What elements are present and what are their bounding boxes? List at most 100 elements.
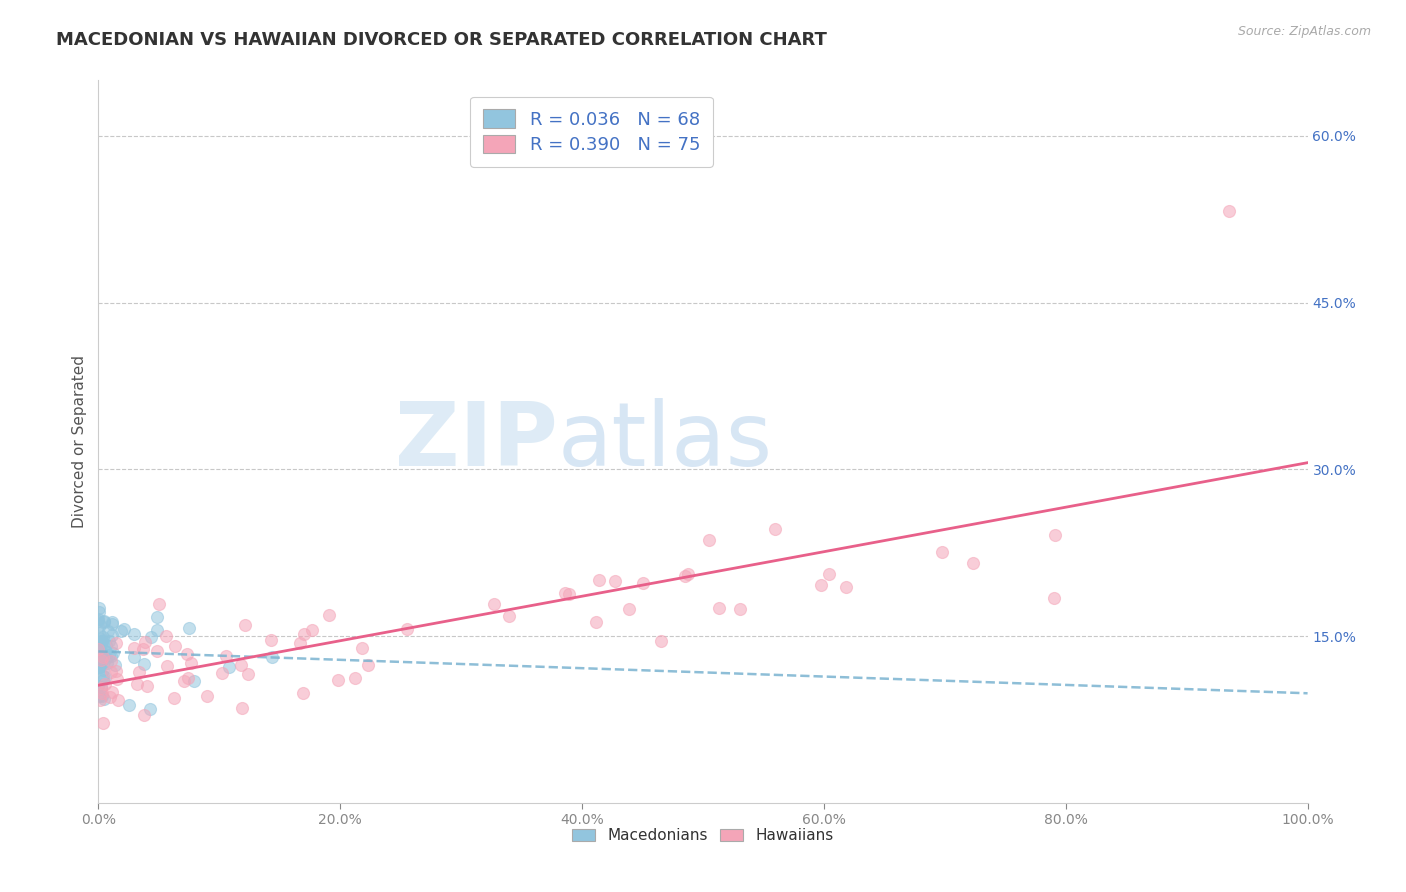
- Point: [588, 574, 610, 588]
- Point: [132, 642, 155, 657]
- Point: [87, 625, 110, 640]
- Point: [177, 621, 200, 635]
- Point: [94, 651, 117, 665]
- Point: [156, 659, 179, 673]
- Point: [350, 641, 373, 656]
- Point: [101, 685, 124, 699]
- Point: [87, 660, 110, 674]
- Point: [101, 615, 124, 630]
- Point: [554, 586, 576, 600]
- Point: [93, 650, 115, 665]
- Point: [215, 648, 238, 663]
- Point: [87, 600, 110, 615]
- Y-axis label: Divorced or Separated: Divorced or Separated: [72, 355, 87, 528]
- Point: [146, 610, 169, 624]
- Point: [91, 650, 114, 665]
- Point: [673, 569, 696, 583]
- Point: [1043, 591, 1066, 605]
- Point: [89, 636, 111, 650]
- Point: [89, 617, 111, 632]
- Point: [301, 623, 323, 637]
- Point: [585, 615, 607, 630]
- Point: [105, 672, 128, 686]
- Point: [100, 654, 122, 668]
- Point: [97, 624, 120, 638]
- Point: [122, 650, 145, 665]
- Point: [91, 656, 114, 670]
- Point: [93, 673, 115, 687]
- Point: [87, 660, 110, 674]
- Point: [87, 654, 110, 668]
- Point: [558, 587, 581, 601]
- Point: [103, 658, 125, 673]
- Point: [91, 646, 114, 660]
- Point: [145, 644, 167, 658]
- Text: Source: ZipAtlas.com: Source: ZipAtlas.com: [1237, 25, 1371, 38]
- Point: [326, 673, 349, 687]
- Point: [97, 633, 120, 648]
- Point: [93, 631, 115, 645]
- Point: [728, 602, 751, 616]
- Legend: Macedonians, Hawaiians: Macedonians, Hawaiians: [567, 822, 839, 849]
- Point: [89, 658, 111, 673]
- Point: [90, 681, 112, 696]
- Point: [89, 631, 111, 645]
- Point: [231, 701, 253, 715]
- Point: [260, 632, 283, 647]
- Point: [90, 653, 112, 667]
- Point: [90, 635, 112, 649]
- Point: [211, 665, 233, 680]
- Point: [101, 617, 124, 632]
- Point: [134, 634, 156, 648]
- Point: [136, 679, 159, 693]
- Point: [139, 630, 162, 644]
- Point: [96, 656, 118, 670]
- Point: [101, 646, 124, 660]
- Point: [1218, 204, 1240, 219]
- Point: [148, 597, 170, 611]
- Point: [87, 636, 110, 650]
- Point: [962, 557, 984, 571]
- Point: [90, 634, 112, 648]
- Point: [87, 605, 110, 619]
- Point: [118, 698, 141, 712]
- Point: [125, 677, 148, 691]
- Point: [110, 624, 132, 638]
- Text: MACEDONIAN VS HAWAIIAN DIVORCED OR SEPARATED CORRELATION CHART: MACEDONIAN VS HAWAIIAN DIVORCED OR SEPAR…: [56, 31, 827, 49]
- Text: atlas: atlas: [558, 398, 773, 485]
- Point: [87, 646, 110, 660]
- Point: [128, 665, 150, 679]
- Point: [676, 566, 699, 581]
- Point: [100, 639, 122, 653]
- Point: [132, 657, 155, 672]
- Point: [236, 667, 259, 681]
- Point: [498, 609, 520, 624]
- Point: [105, 664, 128, 678]
- Point: [631, 576, 654, 591]
- Point: [87, 642, 110, 657]
- Point: [87, 658, 110, 673]
- Point: [87, 644, 110, 658]
- Point: [707, 600, 730, 615]
- Point: [90, 689, 112, 703]
- Point: [343, 671, 366, 685]
- Point: [817, 566, 839, 581]
- Point: [91, 669, 114, 683]
- Point: [89, 659, 111, 673]
- Point: [87, 651, 110, 665]
- Point: [650, 634, 672, 648]
- Point: [155, 629, 177, 643]
- Point: [104, 636, 127, 650]
- Point: [90, 680, 112, 694]
- Point: [835, 580, 858, 594]
- Point: [100, 648, 122, 663]
- Point: [195, 690, 218, 704]
- Point: [176, 647, 198, 661]
- Point: [138, 702, 160, 716]
- Point: [617, 601, 640, 615]
- Point: [294, 627, 316, 641]
- Point: [90, 685, 112, 699]
- Point: [290, 636, 312, 650]
- Point: [124, 627, 146, 641]
- Point: [291, 685, 314, 699]
